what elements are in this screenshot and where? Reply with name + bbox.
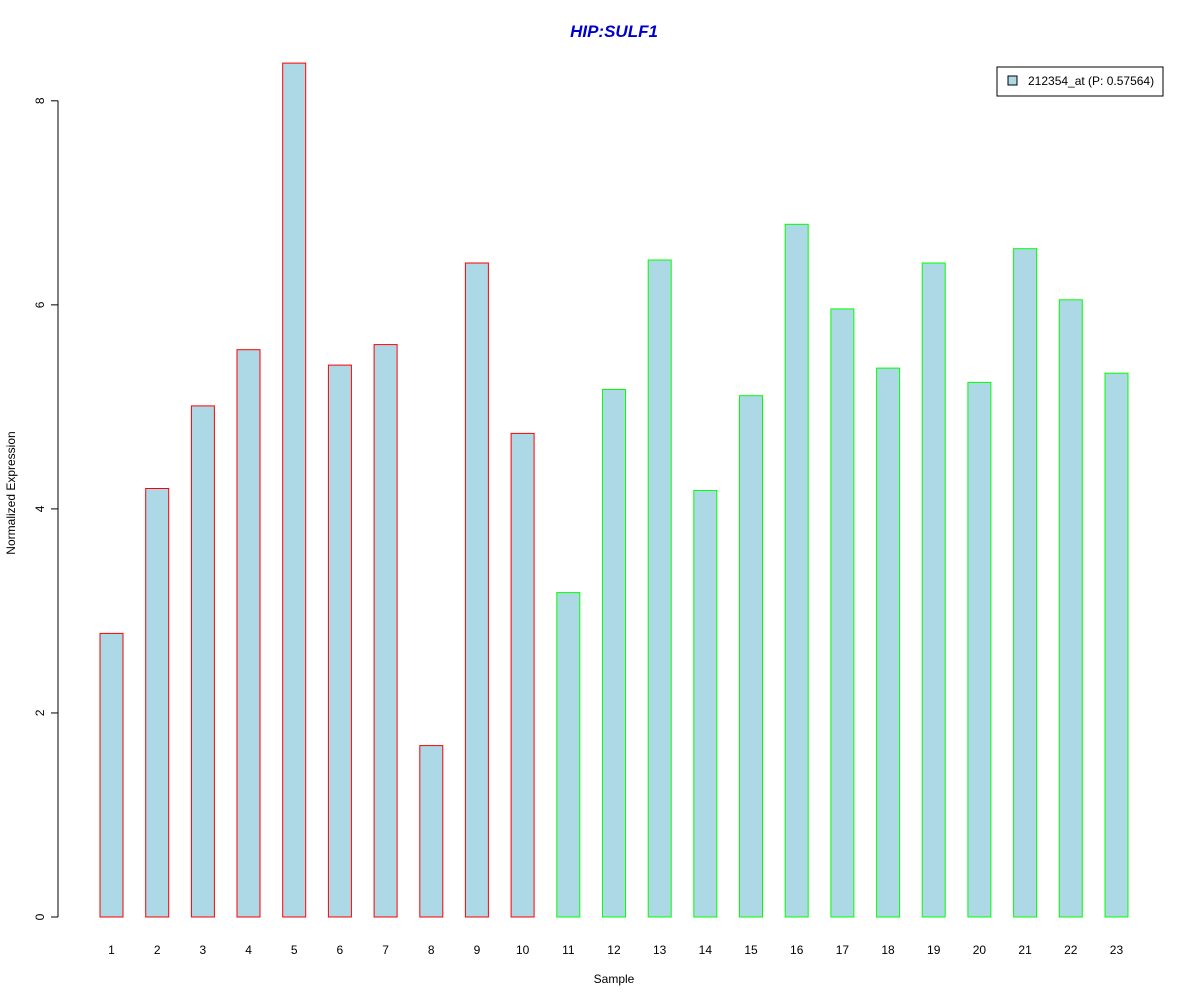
x-tick-label: 21: [1018, 943, 1032, 957]
x-tick-label: 20: [973, 943, 987, 957]
bar-sample-3: [190, 405, 215, 918]
x-tick-label: 9: [474, 943, 481, 957]
bar-sample-7: [373, 344, 398, 918]
x-tick-label: 11: [562, 943, 575, 957]
x-tick-label: 13: [653, 943, 667, 957]
bar-sample-14: [693, 490, 718, 918]
bar-sample-12: [602, 389, 626, 918]
x-tick-label: 2: [154, 943, 161, 957]
y-tick-label: 8: [33, 97, 47, 104]
bar-sample-8: [419, 745, 444, 918]
bar-sample-15: [739, 395, 763, 918]
x-tick-label: 14: [699, 943, 713, 957]
y-tick-label: 2: [33, 709, 47, 716]
bar-sample-1: [99, 632, 124, 918]
x-tick-label: 3: [200, 943, 207, 957]
y-axis-title: Normalized Expression: [4, 431, 18, 554]
x-tick-label: 23: [1110, 943, 1124, 957]
bars: [99, 62, 1129, 918]
bar-sample-13: [647, 259, 672, 918]
x-tick-label: 12: [607, 943, 621, 957]
x-tick-label: 16: [790, 943, 804, 957]
chart-title: HIP:SULF1: [570, 22, 658, 41]
legend-swatch: [1007, 75, 1018, 86]
y-tick-label: 4: [33, 505, 47, 512]
y-axis: 0 2 4 6 8: [33, 97, 59, 920]
bar-sample-16: [784, 223, 809, 918]
legend: 212354_at (P: 0.57564): [996, 66, 1164, 97]
bar-sample-17: [830, 308, 855, 918]
x-tick-label: 7: [382, 943, 389, 957]
bar-sample-20: [967, 381, 992, 918]
bar-sample-10: [510, 432, 535, 918]
x-tick-label: 22: [1064, 943, 1078, 957]
x-axis-title: Sample: [594, 972, 635, 986]
x-tick-label: 5: [291, 943, 298, 957]
x-tick-label: 1: [108, 943, 115, 957]
x-tick-label: 18: [881, 943, 895, 957]
legend-box: [996, 66, 1164, 97]
bar-sample-5: [282, 62, 307, 918]
legend-label: 212354_at (P: 0.57564): [1028, 74, 1154, 88]
y-tick-label: 0: [33, 913, 47, 920]
x-tick-label: 10: [516, 943, 530, 957]
bar-sample-9: [464, 262, 489, 918]
x-axis-tick-labels: 1 2 3 4 5 6 7 8 9 10 11 12 13 14 15 16 17 18 19 20 21 22 23: [108, 943, 1123, 957]
x-tick-label: 17: [836, 943, 850, 957]
bar-sample-21: [1013, 248, 1038, 918]
bar-sample-23: [1104, 372, 1129, 918]
x-tick-label: 6: [337, 943, 344, 957]
x-tick-label: 8: [428, 943, 435, 957]
bar-sample-19: [921, 262, 946, 918]
bar-sample-18: [876, 367, 901, 918]
y-tick-label: 6: [33, 301, 47, 308]
bar-sample-22: [1058, 299, 1083, 918]
x-tick-label: 15: [744, 943, 758, 957]
x-tick-label: 19: [927, 943, 941, 957]
bar-sample-4: [236, 349, 261, 918]
bar-sample-2: [145, 488, 170, 918]
x-tick-label: 4: [245, 943, 252, 957]
bar-sample-6: [327, 364, 352, 918]
bar-sample-11: [556, 592, 581, 918]
